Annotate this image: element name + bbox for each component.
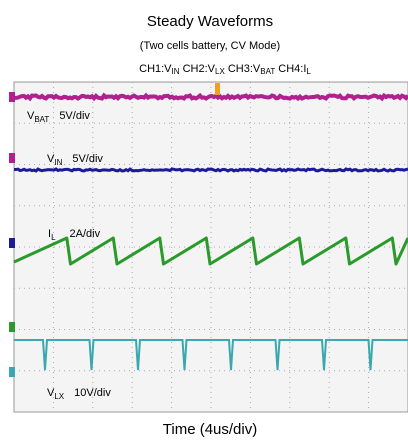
vbat-trace — [14, 96, 408, 99]
channel-sub: L — [306, 67, 311, 76]
channel-sub: IN — [172, 67, 180, 76]
channel-sub: LX — [215, 67, 225, 76]
figure: Steady Waveforms (Two cells battery, CV … — [0, 0, 408, 443]
trace-sub: LX — [54, 392, 64, 401]
channel-tab — [9, 322, 15, 332]
channel-legend: CH1:VIN CH2:VLX CH3:VBAT CH4:IL — [139, 63, 311, 77]
trace-sub: L — [51, 233, 56, 242]
trace-scale: 2A/div — [70, 228, 101, 240]
channel-label: CH3:V — [228, 63, 261, 75]
channel-sub: BAT — [260, 67, 275, 76]
trace-scale: 10V/div — [74, 387, 111, 399]
channel-tab — [9, 367, 15, 377]
trace-sub: IN — [54, 158, 62, 167]
channel-label: CH4:I — [278, 63, 306, 75]
trace-sub: BAT — [34, 115, 49, 124]
channel-label: CH2:V — [183, 63, 216, 75]
trace-scale: 5V/div — [59, 110, 90, 122]
title: Steady Waveforms — [147, 13, 273, 30]
trace-scale: 5V/div — [72, 153, 103, 165]
channel-tab — [9, 238, 15, 248]
trigger-marker — [215, 83, 220, 95]
channel-tab — [9, 153, 15, 163]
vin-trace — [14, 169, 408, 171]
x-axis-label: Time (4us/div) — [163, 421, 257, 438]
subtitle: (Two cells battery, CV Mode) — [140, 40, 280, 52]
channel-label: CH1:V — [139, 63, 172, 75]
